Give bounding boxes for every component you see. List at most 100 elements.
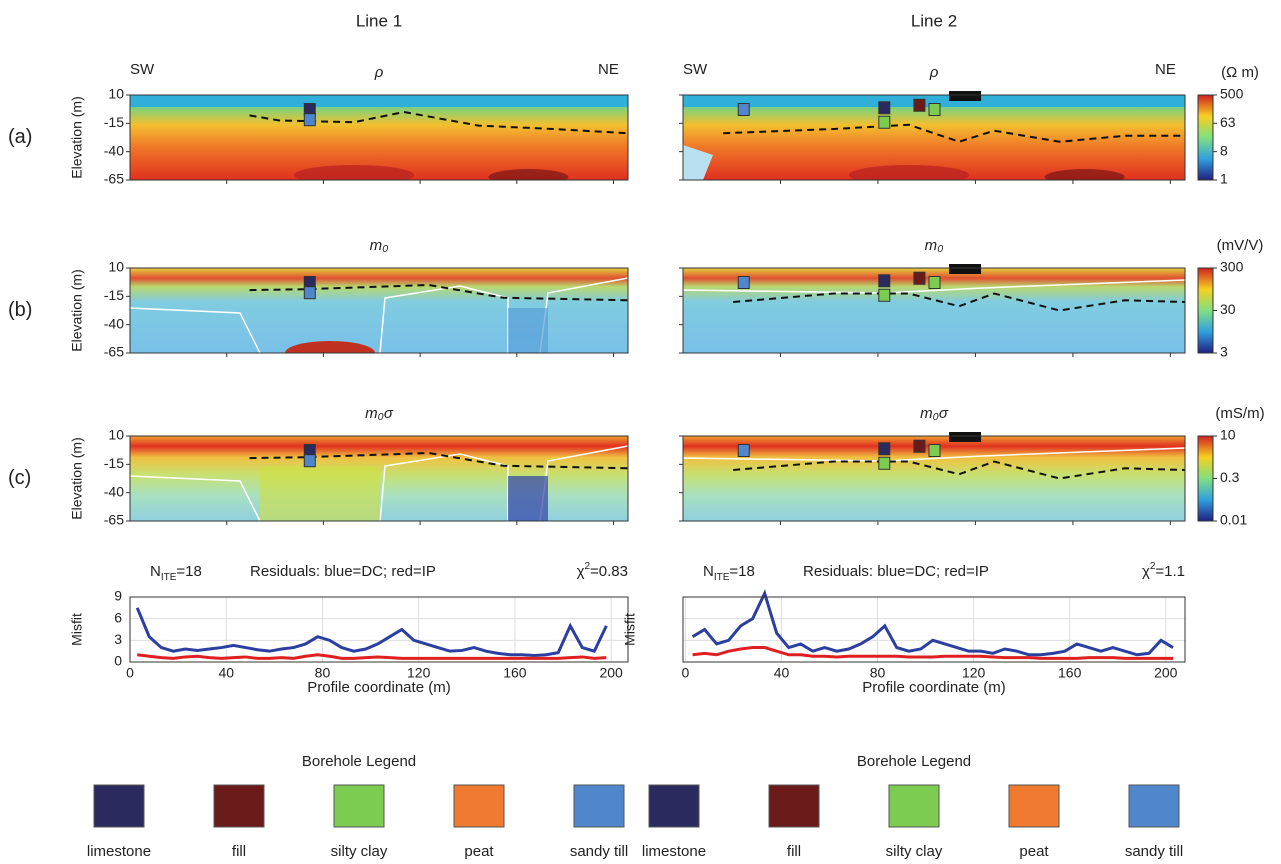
chart-subtitle: Residuals: blue=DC; red=IP [803,563,989,580]
y-tick-label: 3 [114,631,122,647]
elevation-tick-label: -15 [104,114,124,130]
x-tick-label: 120 [962,665,986,681]
x-tick-label: 120 [407,665,431,681]
lines: DCIP [691,589,1174,660]
colorbar-tick-label: 500 [1220,86,1244,102]
blob [285,341,375,353]
interface-line [723,123,1185,143]
x-tick-label: 0 [682,665,690,681]
colorbar-tick-label: 0.3 [1220,469,1240,485]
elevation-tick-label: -40 [104,142,124,158]
tomogram [130,95,628,180]
colorbar-unit: (mS/m) [1215,405,1264,422]
panel-frame [682,94,1186,181]
misfit-line: IP [137,653,607,660]
blob [1044,169,1125,180]
elevation-tick-label: -15 [104,287,124,303]
direction-left: SW [130,61,155,78]
borehole [303,113,316,127]
legend-swatch [648,784,700,828]
x-tick-label: 40 [218,665,234,681]
lines: DCIP [135,607,608,660]
legend-label: fill [232,843,246,860]
annotation-rest: =0.83 [590,563,628,580]
legend-label: sandy till [570,843,628,860]
borehole [878,274,891,288]
panel-frame [682,267,1186,354]
blob [508,476,548,521]
panel-frame [682,435,1186,522]
elevation-label: Elevation (m) [69,437,85,519]
annotation-rest: =1.1 [1155,563,1185,580]
elevation-tick-label: 10 [108,86,124,102]
panel-frame [129,267,629,354]
legend-swatch [93,784,145,828]
annotation: χ2=0.83 [577,561,628,580]
parameter-label: ρ [374,64,384,81]
tomogram [130,268,628,353]
colorbar-tick-label: 63 [1220,114,1236,130]
interface-line [733,292,1185,312]
blob [488,169,569,180]
y-axis-label: Misfit [69,613,85,646]
legend-swatch [453,784,505,828]
annotation-sup: 2 [584,561,590,572]
legend-label: silty clay [886,843,943,860]
top-band [130,95,628,107]
legend-swatch [213,784,265,828]
annotation-sub: ITE [161,572,177,583]
interface-line [249,283,628,302]
white-contour [683,279,1185,294]
x-axis-label: Profile coordinate (m) [862,679,1005,696]
legend-label: limestone [87,843,151,860]
chart-subtitle: Residuals: blue=DC; red=IP [250,563,436,580]
borehole [878,101,891,115]
tomogram-fill [130,268,628,353]
borehole [303,454,316,468]
blob [294,165,415,180]
y-tick-label: 6 [114,609,122,625]
x-tick-label: 160 [1058,665,1082,681]
x-tick-label: 40 [774,665,790,681]
legend-swatch [1008,784,1060,828]
x-tick-label: 200 [1154,665,1178,681]
annotation: NITE=18 [703,563,755,583]
axes-frame [682,596,1186,663]
legend-label: peat [1019,843,1049,860]
colorbar-tick-label: 1 [1220,171,1228,187]
annotation-sup: 2 [1150,561,1156,572]
y-tick-label: 0 [114,653,122,669]
direction-right: NE [598,61,619,78]
x-tick-label: 160 [503,665,527,681]
borehole [737,444,750,457]
tomogram [130,436,628,521]
y-axis-label: Misfit [622,613,638,646]
annotation-base: χ [1142,563,1150,580]
legend-label: peat [464,843,494,860]
colorbar [1197,435,1214,522]
colorbar-tick-label: 8 [1220,142,1228,158]
x-tick-label: 0 [126,665,134,681]
legend-swatch [768,784,820,828]
building [949,432,982,442]
direction-left: SW [683,61,708,78]
tomogram-fill [130,95,628,180]
colorbar [1197,94,1214,181]
annotation-rest: =18 [729,563,754,580]
annotation-rest: =18 [176,563,201,580]
parameter-label: m₀σ [365,405,394,422]
misfit-line: DC [135,607,608,658]
building [949,91,982,101]
axes-frame [129,596,629,663]
legend-label: limestone [642,843,706,860]
legend-swatch [573,784,625,828]
blob [260,466,380,521]
annotation: χ2=1.1 [1142,561,1185,580]
borehole [928,103,941,116]
legend-title: Borehole Legend [857,753,971,770]
blob [848,165,969,180]
borehole [928,444,941,457]
y-tick-label: 9 [114,588,122,604]
borehole [878,115,891,129]
